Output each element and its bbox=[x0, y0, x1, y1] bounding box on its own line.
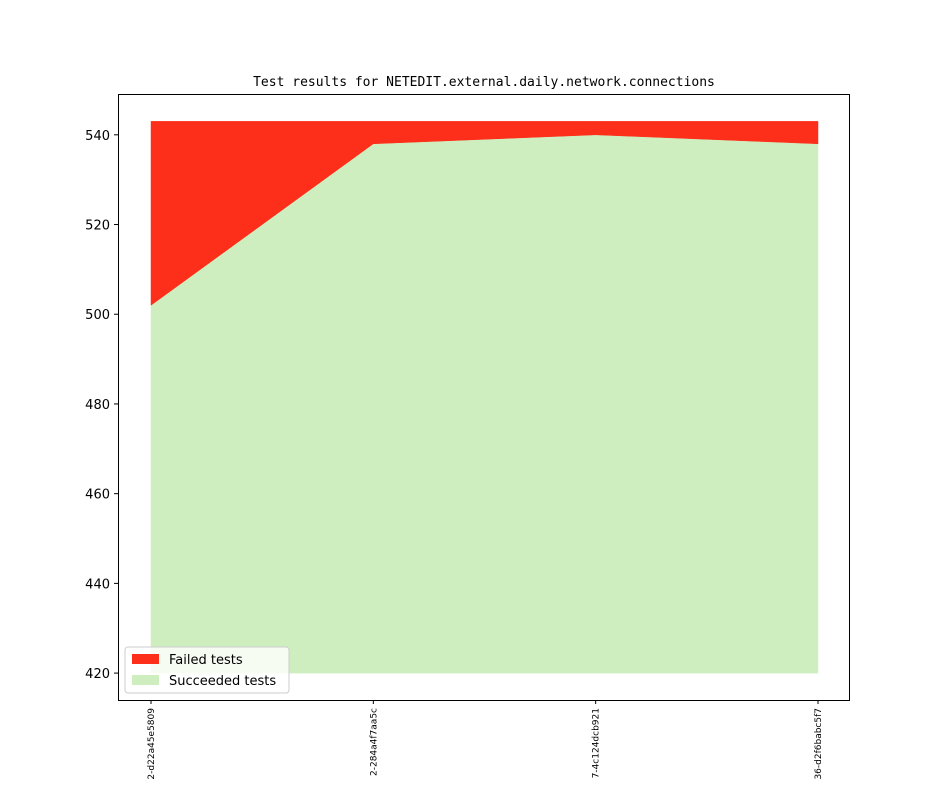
y-tick-label: 540 bbox=[85, 129, 110, 144]
x-tick-label: 7-4c124dcb921 bbox=[592, 708, 602, 778]
legend: Failed tests Succeeded tests bbox=[124, 646, 290, 694]
axes-frame bbox=[118, 94, 850, 701]
x-tick-label: 36-d2f6babc5f7 bbox=[814, 708, 824, 780]
x-tick-label: 2-d22a45e5809 bbox=[147, 708, 157, 780]
y-tick-label: 500 bbox=[85, 308, 110, 323]
plot-area bbox=[150, 121, 819, 674]
legend-label: Failed tests bbox=[169, 653, 243, 668]
y-tick-label: 460 bbox=[85, 488, 110, 503]
y-tick-label: 480 bbox=[85, 398, 110, 413]
x-tick-label: 2-284a4f7aa5c bbox=[369, 708, 379, 776]
legend-box bbox=[124, 646, 290, 694]
legend-label: Succeeded tests bbox=[169, 674, 276, 689]
legend-swatch bbox=[132, 675, 159, 685]
y-tick-label: 420 bbox=[85, 667, 110, 682]
area bbox=[150, 121, 819, 306]
y-tick-label: 440 bbox=[85, 577, 110, 592]
legend-swatch bbox=[132, 654, 159, 664]
y-tick-label: 520 bbox=[85, 219, 110, 234]
chart-title: Test results for NETEDIT.external.daily.… bbox=[253, 75, 715, 90]
